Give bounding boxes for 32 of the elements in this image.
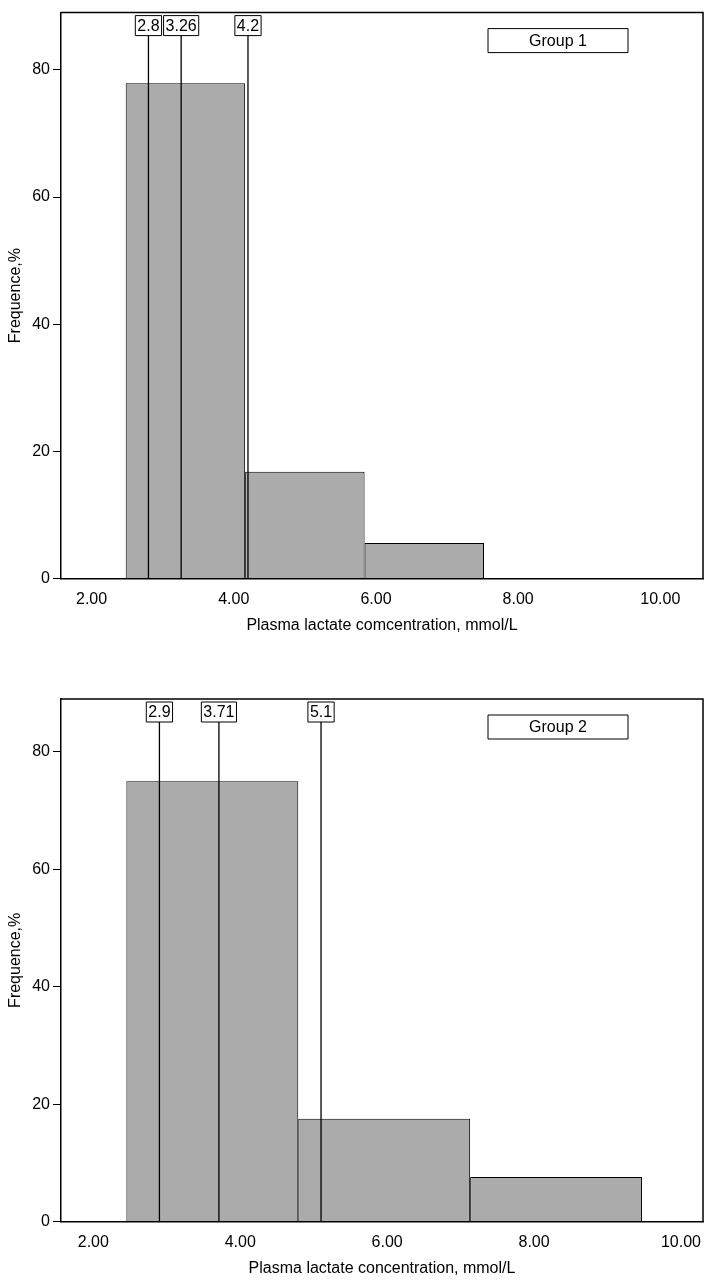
x-tick-label: 10.00 (660, 1232, 702, 1250)
x-axis-title: Plasma lactate concentration, mmol/L (248, 1258, 516, 1276)
y-tick-label: 0 (41, 1212, 51, 1230)
ref-line-label: 2.9 (148, 703, 171, 721)
x-axis-title: Plasma lactate comcentration, mmol/L (246, 615, 518, 633)
y-axis-title: Frequence,% (6, 912, 24, 1008)
y-tick-label: 0 (41, 569, 51, 587)
y-tick-label: 20 (32, 1094, 51, 1112)
y-tick-label: 80 (32, 742, 51, 760)
x-tick-label: 10.00 (640, 589, 681, 607)
x-tick-label: 4.00 (218, 589, 250, 607)
x-tick-label: 8.00 (502, 589, 534, 607)
ref-line-label: 3.71 (203, 703, 235, 721)
y-tick-label: 60 (32, 187, 51, 205)
ref-line-label: 5.1 (309, 703, 333, 721)
y-tick-label: 20 (32, 441, 51, 459)
ref-line-label: 2.8 (137, 17, 160, 35)
y-tick-label: 40 (32, 977, 51, 995)
legend-title: Group 1 (529, 32, 588, 50)
x-tick-label: 2.00 (76, 589, 108, 607)
ref-line-label: 3.26 (165, 17, 197, 35)
x-tick-label: 2.00 (77, 1232, 109, 1250)
ref-line-label: 4.2 (236, 17, 260, 35)
x-tick-label: 4.00 (224, 1232, 256, 1250)
legend-title: Group 2 (529, 718, 588, 736)
y-tick-label: 80 (32, 60, 51, 78)
y-tick-label: 60 (32, 859, 51, 877)
y-axis-title: Frequence,% (6, 248, 24, 344)
x-tick-label: 8.00 (518, 1232, 550, 1250)
x-tick-label: 6.00 (360, 589, 392, 607)
y-tick-label: 40 (32, 314, 51, 332)
x-tick-label: 6.00 (371, 1232, 403, 1250)
